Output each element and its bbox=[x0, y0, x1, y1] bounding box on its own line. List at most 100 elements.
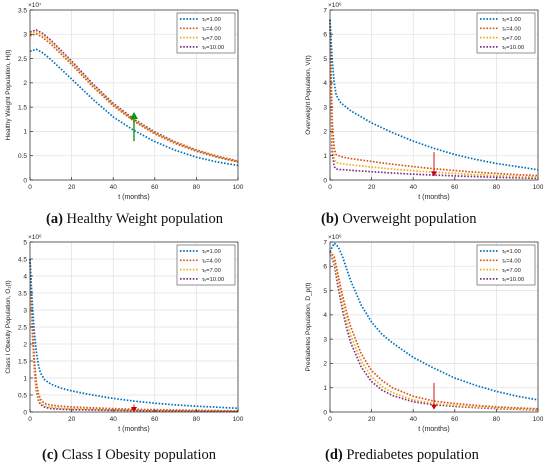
legend-label-1: τᵥ=1.00 bbox=[202, 249, 221, 255]
annotation-arrow-head bbox=[431, 171, 437, 177]
y-tick-label: 1 bbox=[323, 385, 327, 392]
x-axis-label: t (months) bbox=[418, 426, 450, 433]
y-tick-label: 1 bbox=[23, 129, 27, 136]
x-tick-label: 100 bbox=[533, 184, 544, 191]
legend-label-2: τᵥ=4.00 bbox=[502, 259, 521, 265]
legend-label-2: τᵥ=4.00 bbox=[502, 27, 521, 33]
y-tick-label: 3.5 bbox=[18, 7, 27, 14]
y-tick-label: 2.5 bbox=[18, 324, 27, 331]
y-tick-label: 5 bbox=[323, 288, 327, 295]
legend-label-2: τᵥ=4.00 bbox=[202, 27, 221, 33]
y-tick-label: 2 bbox=[23, 341, 27, 348]
x-tick-label: 100 bbox=[233, 416, 244, 423]
x-tick-label: 80 bbox=[493, 416, 501, 423]
series-line-1 bbox=[29, 48, 239, 167]
y-multiplier-label: ×10⁶ bbox=[328, 2, 342, 9]
x-tick-label: 40 bbox=[110, 416, 118, 423]
y-tick-label: 4.5 bbox=[18, 256, 27, 263]
axes-box bbox=[329, 9, 539, 181]
y-multiplier-label: ×10⁶ bbox=[28, 234, 42, 241]
caption-d-text: Prediabetes population bbox=[342, 447, 479, 463]
x-tick-label: 40 bbox=[110, 184, 118, 191]
x-tick-label: 20 bbox=[368, 184, 376, 191]
y-tick-label: 1.5 bbox=[18, 104, 27, 111]
y-tick-label: 5 bbox=[323, 56, 327, 63]
x-tick-label: 80 bbox=[193, 416, 201, 423]
annotation-arrow-head bbox=[131, 407, 137, 412]
legend: τᵥ=1.00 τᵥ=4.00 τᵥ=7.00 τᵥ=10.00 bbox=[176, 12, 236, 54]
y-tick-label: 2 bbox=[23, 80, 27, 87]
x-tick-label: 40 bbox=[410, 184, 418, 191]
y-tick-label: 7 bbox=[323, 239, 327, 246]
chart-panel-3: 0 20 40 60 80 100 0 0.5 1 1.5 2 2.5 3 3.5 4 4.5 5×10⁶ t (… bbox=[5, 234, 244, 433]
annotation-arrow-head bbox=[431, 404, 437, 410]
legend-label-1: τᵥ=1.00 bbox=[202, 17, 221, 23]
y-tick-label: 4 bbox=[323, 80, 327, 87]
caption-d-letter: (d) bbox=[325, 447, 343, 463]
y-tick-label: 3 bbox=[23, 32, 27, 39]
caption-a: (a) Healthy Weight population bbox=[46, 211, 223, 228]
chart-panel-4: 0 20 40 60 80 100 0 1 2 3 4 5 6 7×10⁶ t (months) Predia… bbox=[305, 234, 544, 433]
legend-label-4: τᵥ=10.00 bbox=[202, 277, 224, 283]
caption-a-text: Healthy Weight population bbox=[62, 211, 223, 227]
legend: τᵥ=1.00 τᵥ=4.00 τᵥ=7.00 τᵥ=10.00 bbox=[176, 244, 236, 286]
series-line-2 bbox=[29, 258, 239, 412]
x-tick-label: 60 bbox=[151, 416, 159, 423]
legend-label-1: τᵥ=1.00 bbox=[502, 17, 521, 23]
x-tick-label: 0 bbox=[328, 416, 332, 423]
caption-b-text: Overweight population bbox=[338, 211, 477, 227]
legend-label-3: τᵥ=7.00 bbox=[502, 36, 521, 42]
x-tick-label: 60 bbox=[451, 416, 459, 423]
x-axis-label: t (months) bbox=[118, 426, 150, 433]
annotation-arrow-head bbox=[130, 112, 138, 119]
legend-label-3: τᵥ=7.00 bbox=[502, 268, 521, 274]
y-tick-label: 3 bbox=[323, 336, 327, 343]
y-tick-label: 0 bbox=[323, 409, 327, 416]
x-tick-label: 40 bbox=[410, 416, 418, 423]
x-tick-label: 20 bbox=[68, 416, 76, 423]
y-tick-label: 2.5 bbox=[18, 56, 27, 63]
y-tick-label: 6 bbox=[323, 264, 327, 271]
series-line-4 bbox=[329, 251, 539, 411]
x-tick-label: 80 bbox=[193, 184, 201, 191]
y-tick-label: 4 bbox=[23, 273, 27, 280]
caption-a-letter: (a) bbox=[46, 211, 63, 227]
y-tick-label: 3 bbox=[23, 307, 27, 314]
series-line-4 bbox=[329, 19, 539, 180]
chart-panel-1: 0 20 40 60 80 100 0 0.5 1 1.5 2 2.5 3 3.5×10⁷ t (month… bbox=[5, 2, 244, 201]
y-tick-label: 1 bbox=[23, 375, 27, 382]
y-multiplier-label: ×10⁶ bbox=[328, 234, 342, 241]
caption-b: (b) Overweight population bbox=[321, 211, 476, 228]
caption-c-text: Class I Obesity population bbox=[58, 447, 216, 463]
y-tick-label: 0.5 bbox=[18, 392, 27, 399]
legend-label-4: τᵥ=10.00 bbox=[502, 45, 524, 51]
x-tick-label: 60 bbox=[451, 184, 459, 191]
caption-b-letter: (b) bbox=[321, 211, 339, 227]
y-tick-label: 4 bbox=[323, 312, 327, 319]
y-axis-label: Prediabetes Population, D_p(t) bbox=[305, 283, 312, 372]
caption-d: (d) Prediabetes population bbox=[325, 447, 479, 464]
series-line-4 bbox=[29, 258, 239, 413]
y-multiplier-label: ×10⁷ bbox=[28, 2, 42, 9]
x-tick-label: 100 bbox=[533, 416, 544, 423]
y-tick-label: 7 bbox=[323, 7, 327, 14]
y-tick-label: 3 bbox=[323, 104, 327, 111]
series-line-1 bbox=[29, 258, 239, 410]
x-tick-label: 20 bbox=[68, 184, 76, 191]
y-tick-label: 5 bbox=[23, 239, 27, 246]
x-tick-label: 0 bbox=[28, 184, 32, 191]
chart-panel-2: 0 20 40 60 80 100 0 1 2 3 4 5 6 7×10⁶ t (months) Overwe… bbox=[305, 2, 544, 201]
y-tick-label: 0 bbox=[323, 177, 327, 184]
y-axis-label: Class I Obesity Population, O₁(t) bbox=[5, 280, 12, 373]
series-line-3 bbox=[329, 19, 539, 178]
legend: τᵥ=1.00 τᵥ=4.00 τᵥ=7.00 τᵥ=10.00 bbox=[476, 12, 536, 54]
legend-label-3: τᵥ=7.00 bbox=[202, 268, 221, 274]
y-tick-label: 1.5 bbox=[18, 358, 27, 365]
y-tick-label: 0 bbox=[23, 177, 27, 184]
y-axis-label: Overweight Population, V(t) bbox=[305, 55, 312, 134]
caption-c-letter: (c) bbox=[42, 447, 59, 463]
x-tick-label: 80 bbox=[493, 184, 501, 191]
x-tick-label: 0 bbox=[328, 184, 332, 191]
axes-box bbox=[329, 241, 539, 413]
